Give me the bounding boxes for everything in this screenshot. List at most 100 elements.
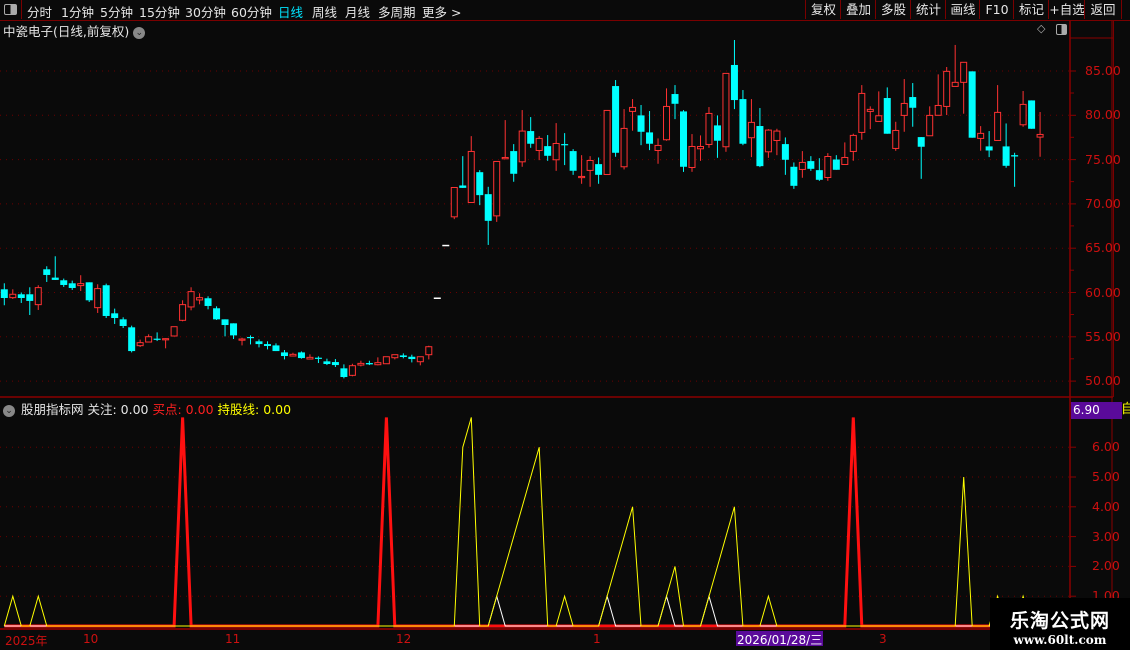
price-axis-label: 80.00 [1085,107,1121,123]
add-watchlist-button[interactable]: +自选 [1048,0,1085,19]
candle-down [756,126,764,167]
tab-monthly[interactable]: 月线 [345,5,371,20]
candle-down [365,363,373,365]
diamond-icon[interactable]: ◇ [1037,22,1046,35]
candle-up [747,121,755,139]
tab-60min[interactable]: 60分钟 [231,5,272,20]
candle-down [739,99,747,144]
buy-point-line [4,417,1041,628]
chart-title: 中瓷电子(日线,前复权) [3,24,130,39]
tab-daily[interactable]: 日线 [278,5,304,20]
overlay-button[interactable]: 叠加 [840,0,876,19]
candle-up [493,160,501,217]
cursor-value-badge: 6.90 [1071,402,1122,419]
candle-up [34,287,42,306]
layout-toggle-icon[interactable] [0,0,22,19]
candle-down [671,94,679,104]
candle-up [136,342,144,347]
candle-down [544,146,552,156]
draw-line-button[interactable]: 画线 [945,0,980,19]
candle-down [408,356,416,360]
candle-down [26,294,34,301]
candle-up [977,132,985,139]
focus-line [4,594,1041,627]
candle-up [9,293,17,299]
candle-up [943,70,951,107]
candle-down [247,336,255,339]
candle-up [951,81,959,87]
candle-down [119,319,127,326]
indicator-chevron-icon[interactable]: ⌄ [3,404,15,417]
candle-down [459,185,467,188]
time-label-nov: 11 [225,632,241,646]
candle-up [450,187,458,218]
candle-down [612,86,620,153]
candle-down [0,289,8,298]
watermark-logo: 乐淘公式网 www.60lt.com [990,598,1130,650]
tab-30min[interactable]: 30分钟 [185,5,226,20]
indicator-axis-label: 5.00 [1092,469,1120,484]
candle-up [1036,133,1044,138]
panel-toggle-icon[interactable] [1056,24,1067,35]
candle-down [909,97,917,108]
back-button[interactable]: 返回 [1084,0,1122,19]
statistics-button[interactable]: 统计 [910,0,946,19]
candle-up [552,142,560,161]
chevron-down-icon[interactable]: ⌄ [133,26,146,39]
tab-weekly[interactable]: 周线 [312,5,338,20]
candle-down [17,294,25,298]
candle-up [357,362,365,366]
focus-value: 关注: 0.00 [87,402,149,417]
multi-stock-button[interactable]: 多股 [875,0,911,19]
candle-up [382,356,390,365]
time-label-jan: 1 [593,632,601,646]
candle-up [926,114,934,137]
candle-down [646,132,654,144]
tab-fenshi[interactable]: 分时 [27,5,53,20]
candle-down [204,298,212,306]
candle-up [187,291,195,308]
candle-down [968,71,976,138]
candle-up [696,145,704,150]
indicator-axis-label: 6.00 [1092,439,1120,455]
tab-multi-period[interactable]: 多周期 [378,5,416,20]
adjust-button[interactable]: 复权 [805,0,841,19]
tab-15min[interactable]: 15分钟 [139,5,180,20]
candle-down [730,64,738,101]
candle-up [858,92,866,133]
time-axis: 2025年 10 11 12 1 2026/01/28/三 3 [0,628,1130,648]
candle-down [60,280,68,285]
candle-up [289,353,297,357]
candle-up [162,338,170,341]
time-label-dec: 12 [396,632,412,646]
indicator-name: 股朋指标网 [20,402,84,417]
time-label-oct: 10 [83,632,99,646]
candle-down [476,172,484,196]
candle-down [102,285,110,316]
candle-up [467,150,475,203]
candle-down [680,111,687,167]
tab-1min[interactable]: 1分钟 [61,5,94,20]
candle-up [866,108,874,112]
candle-down [221,319,229,326]
candle-down [153,338,161,340]
tab-more[interactable]: 更多 > [422,5,462,20]
candle-down [595,164,603,175]
mark-button[interactable]: 标记 [1013,0,1049,19]
price-axis-label: 50.00 [1085,373,1121,389]
side-tab-label[interactable]: 自 [1121,402,1130,417]
price-axis-label: 85.00 [1085,63,1121,78]
candle-down [323,361,331,365]
tab-5min[interactable]: 5分钟 [100,5,133,20]
candle-down [1011,155,1019,157]
f10-button[interactable]: F10 [979,0,1014,19]
candle-up [629,106,637,112]
candle-up [798,161,806,170]
price-axis-label: 60.00 [1085,284,1121,300]
candle-down [85,282,93,301]
candle-up [416,356,424,363]
candle-down [713,125,721,141]
candle-down [280,352,288,357]
candle-up [849,134,857,152]
